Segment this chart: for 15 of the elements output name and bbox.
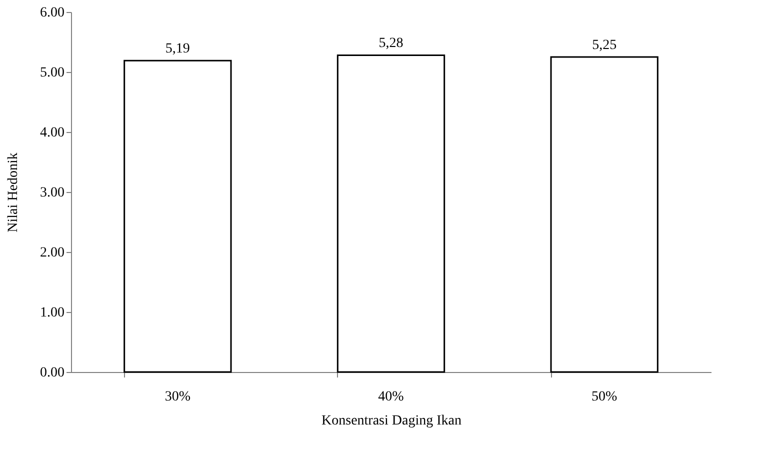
y-tick-label: 3.00 (40, 186, 64, 200)
y-tick-label: 6.00 (40, 6, 64, 20)
y-axis-title: Nilai Hedonik (6, 152, 21, 232)
data-label: 5,19 (165, 42, 190, 57)
x-tick-label: 30% (164, 390, 191, 404)
y-tick-label: 2.00 (40, 246, 64, 260)
data-label: 5,28 (378, 36, 404, 52)
y-tick-label: 4.00 (40, 126, 64, 140)
x-axis-title: Konsentrasi Daging Ikan (322, 414, 462, 428)
y-tick-label: 1.00 (40, 306, 64, 320)
x-tick-label: 40% (378, 390, 404, 404)
x-tick-label: 50% (591, 390, 618, 404)
y-tick-label: 5.00 (40, 66, 64, 80)
data-label: 5,25 (592, 38, 617, 53)
y-tick-label: 0.00 (40, 366, 64, 380)
